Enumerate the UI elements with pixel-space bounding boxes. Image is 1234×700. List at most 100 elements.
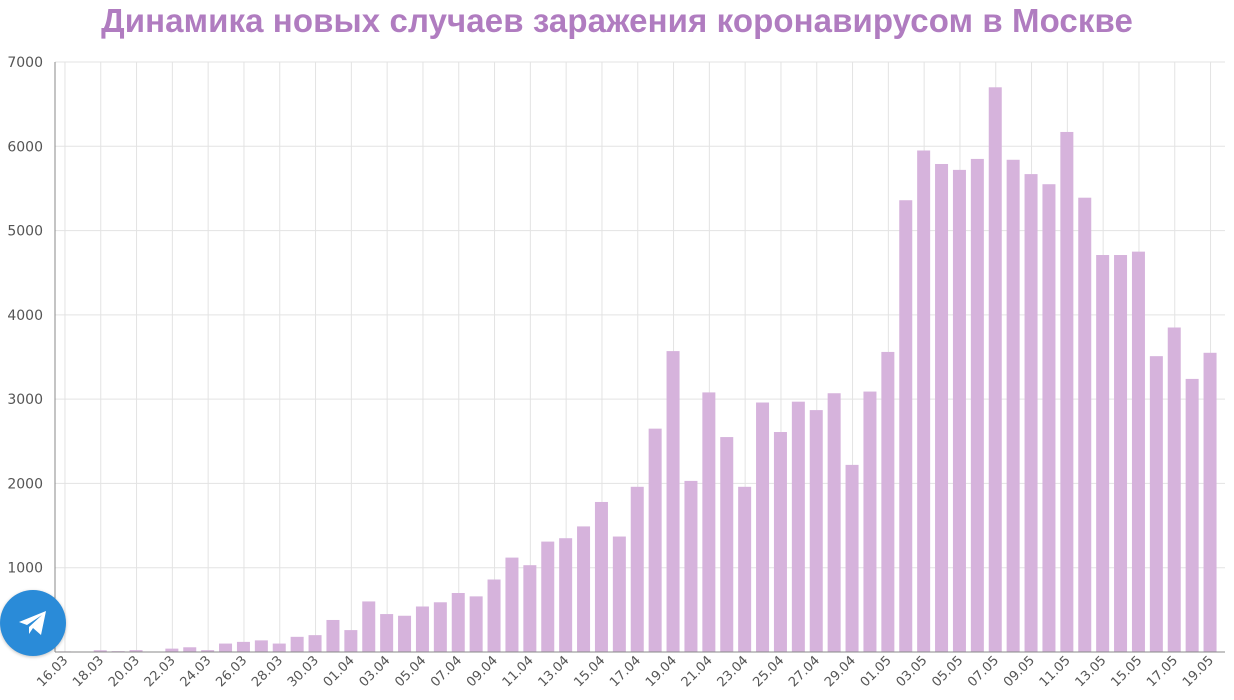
bars xyxy=(57,87,1217,653)
x-tick-label: 09.04 xyxy=(464,653,501,690)
bar-08.04 xyxy=(469,596,483,652)
y-tick-label: 5000 xyxy=(7,224,43,240)
bar-09.05 xyxy=(1024,174,1038,652)
x-tick-label: 26.03 xyxy=(213,653,250,690)
bar-20.04 xyxy=(684,480,698,652)
bar-14.05 xyxy=(1114,255,1128,652)
bar-17.04 xyxy=(630,486,644,652)
x-tick-label: 01.04 xyxy=(321,653,358,690)
x-tick-labels: 16.0318.0320.0322.0324.0326.0328.0330.03… xyxy=(34,653,1217,690)
bar-24.03 xyxy=(201,650,215,652)
x-tick-label: 03.04 xyxy=(357,653,394,690)
bar-22.04 xyxy=(720,437,734,652)
telegram-paper-plane-icon xyxy=(19,611,46,635)
x-tick-label: 05.04 xyxy=(392,653,429,690)
bar-14.04 xyxy=(577,526,591,652)
bar-22.03 xyxy=(165,648,179,652)
x-tick-label: 03.05 xyxy=(894,653,931,690)
bar-16.05 xyxy=(1149,356,1163,652)
bar-23.04 xyxy=(738,486,752,652)
x-tick-label: 24.03 xyxy=(178,653,215,690)
bar-16.04 xyxy=(612,536,626,652)
x-tick-label: 21.04 xyxy=(679,653,716,690)
bar-18.05 xyxy=(1185,378,1199,652)
telegram-share-button[interactable] xyxy=(0,590,66,656)
y-tick-label: 6000 xyxy=(7,139,43,155)
bar-15.05 xyxy=(1131,251,1145,652)
x-tick-label: 23.04 xyxy=(715,653,752,690)
bar-30.03 xyxy=(308,635,322,652)
x-tick-label: 01.05 xyxy=(858,653,895,690)
bar-24.04 xyxy=(756,402,770,652)
bar-13.05 xyxy=(1096,255,1110,652)
y-tick-label: 3000 xyxy=(7,392,43,408)
bar-07.05 xyxy=(988,87,1002,653)
x-tick-label: 15.05 xyxy=(1108,653,1145,690)
x-tick-label: 28.03 xyxy=(249,653,286,690)
x-tick-label: 18.03 xyxy=(70,653,107,690)
x-tick-label: 20.03 xyxy=(106,653,143,690)
x-tick-label: 13.04 xyxy=(536,653,573,690)
y-tick-label: 4000 xyxy=(7,308,43,324)
bar-19.05 xyxy=(1203,352,1217,652)
x-tick-label: 09.05 xyxy=(1001,653,1038,690)
bar-20.03 xyxy=(129,650,143,652)
bar-06.05 xyxy=(970,158,984,652)
bar-04.04 xyxy=(398,615,412,652)
bar-15.04 xyxy=(594,501,608,652)
x-tick-label: 19.05 xyxy=(1180,653,1217,690)
x-tick-label: 19.04 xyxy=(643,653,680,690)
x-tick-label: 13.05 xyxy=(1073,653,1110,690)
bar-31.03 xyxy=(326,619,340,652)
bar-05.05 xyxy=(952,169,966,652)
bar-18.03 xyxy=(93,650,107,652)
bar-09.04 xyxy=(487,579,501,652)
bar-26.04 xyxy=(791,401,805,652)
bar-10.04 xyxy=(505,557,519,652)
y-tick-label: 1000 xyxy=(7,561,43,577)
x-tick-label: 15.04 xyxy=(571,653,608,690)
bar-02.05 xyxy=(899,200,913,653)
x-tick-label: 29.04 xyxy=(822,653,859,690)
bar-04.05 xyxy=(935,163,949,653)
y-tick-label: 7000 xyxy=(7,55,43,71)
bar-27.04 xyxy=(809,410,823,652)
x-tick-label: 27.04 xyxy=(786,653,823,690)
x-tick-label: 05.05 xyxy=(929,653,966,690)
bar-28.03 xyxy=(272,643,286,652)
bar-06.04 xyxy=(433,602,447,652)
bar-11.05 xyxy=(1060,131,1074,652)
bar-30.04 xyxy=(863,391,877,652)
bar-25.04 xyxy=(773,432,787,652)
x-tick-label: 16.03 xyxy=(34,653,71,690)
bar-03.04 xyxy=(380,614,394,652)
x-tick-label: 11.05 xyxy=(1037,653,1074,690)
bar-23.03 xyxy=(183,647,197,652)
y-tick-labels: 1000 2000 3000 4000 5000 6000 7000 xyxy=(7,55,43,577)
bar-12.04 xyxy=(541,541,555,652)
bar-25.03 xyxy=(219,643,233,652)
x-tick-label: 22.03 xyxy=(142,653,179,690)
bar-02.04 xyxy=(362,601,376,652)
chart-title: Динамика новых случаев заражения коронав… xyxy=(101,2,1133,39)
bar-19.04 xyxy=(666,351,680,652)
bar-29.03 xyxy=(290,636,304,652)
x-tick-label: 30.03 xyxy=(285,653,322,690)
y-tick-label: 2000 xyxy=(7,476,43,492)
x-tick-label: 11.04 xyxy=(500,653,537,690)
x-tick-label: 07.04 xyxy=(428,653,465,690)
x-tick-label: 07.05 xyxy=(965,653,1002,690)
bar-01.04 xyxy=(344,630,358,652)
bar-11.04 xyxy=(523,565,537,652)
axes xyxy=(54,62,1225,653)
bar-01.05 xyxy=(881,351,895,652)
bar-21.04 xyxy=(702,392,716,652)
bar-28.04 xyxy=(827,393,841,652)
x-tick-label: 17.04 xyxy=(607,653,644,690)
bar-05.04 xyxy=(415,606,429,652)
bar-29.04 xyxy=(845,464,859,652)
bar-26.03 xyxy=(236,641,250,652)
bar-27.03 xyxy=(254,640,268,652)
x-tick-label: 17.05 xyxy=(1144,653,1181,690)
bar-12.05 xyxy=(1078,197,1092,652)
